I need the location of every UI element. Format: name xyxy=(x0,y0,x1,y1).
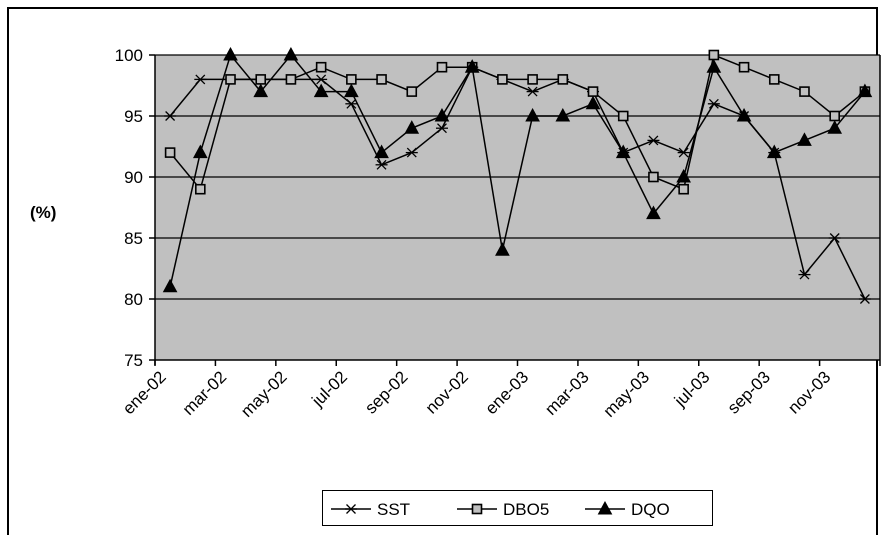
y-tick-label: 100 xyxy=(115,46,143,65)
data-point-sst xyxy=(345,98,358,109)
legend-item-dqo: DQO xyxy=(585,500,670,519)
data-point-dbo5 xyxy=(617,110,629,122)
data-point-dbo5 xyxy=(678,183,689,195)
data-point-dqo xyxy=(676,168,691,183)
data-point-dbo5 xyxy=(164,147,176,158)
data-point-dqo xyxy=(736,107,752,122)
data-point-dbo5 xyxy=(497,74,508,85)
legend-items: SST DBO5 DQO xyxy=(331,500,670,519)
x-tick-labels: ene-02 mar-02 may-02 jul-02 sep-02 nov-02 ene-… xyxy=(119,367,834,421)
data-point-dbo5 xyxy=(225,74,236,85)
data-point-dbo5 xyxy=(285,74,297,85)
y-tick-label: 80 xyxy=(124,290,143,309)
data-point-dqo xyxy=(857,83,873,98)
x-tick-label: jul-02 xyxy=(308,367,352,411)
x-tick-label: may-03 xyxy=(600,367,654,421)
data-point-dqo xyxy=(646,205,661,220)
data-point-dbo5 xyxy=(195,183,206,195)
data-point-dqo xyxy=(404,120,420,134)
data-point-dbo5 xyxy=(738,61,750,73)
legend: SST DBO5 DQO xyxy=(322,490,713,526)
data-point-sst xyxy=(798,269,811,280)
data-point-sst xyxy=(375,159,388,170)
legend-marker-dbo5 xyxy=(471,503,483,515)
data-point-dqo xyxy=(192,144,208,159)
legend-marker-dqo xyxy=(597,500,613,515)
data-point-dbo5 xyxy=(557,74,569,85)
y-axis-label: (%) xyxy=(30,203,56,222)
data-point-dqo xyxy=(374,144,389,159)
data-point-dqo xyxy=(434,107,450,122)
data-point-sst xyxy=(858,294,871,304)
x-tick-label: mar-03 xyxy=(541,367,593,419)
plot-area xyxy=(155,55,880,360)
data-point-sst xyxy=(677,147,690,158)
x-tick-label: jul-03 xyxy=(670,367,714,411)
data-point-dqo xyxy=(223,46,238,61)
x-tick-label: sep-03 xyxy=(724,367,774,417)
x-tick-label: mar-02 xyxy=(179,367,231,419)
y-tick-label: 95 xyxy=(124,107,143,126)
data-point-sst xyxy=(647,135,660,146)
data-point-dbo5 xyxy=(436,61,448,73)
legend-label-sst: SST xyxy=(377,500,410,519)
grid-lines xyxy=(155,54,880,300)
y-tick-label: 85 xyxy=(124,229,143,248)
data-point-dbo5 xyxy=(315,61,327,73)
series-dqo xyxy=(162,46,873,293)
data-point-dbo5 xyxy=(376,74,387,85)
axes xyxy=(149,54,881,366)
data-point-sst xyxy=(828,233,841,243)
data-point-dqo xyxy=(525,107,540,122)
x-tick-label: may-02 xyxy=(237,367,291,421)
data-point-dqo xyxy=(253,83,269,98)
y-tick-labels: 75 80 85 90 95 100 xyxy=(115,46,143,370)
data-point-dbo5 xyxy=(799,86,810,97)
data-point-dbo5 xyxy=(708,49,720,61)
data-point-dqo xyxy=(464,59,480,73)
data-point-dqo xyxy=(495,242,510,256)
x-tick-label: nov-02 xyxy=(422,367,472,417)
x-tick-label: sep-02 xyxy=(361,367,411,417)
data-point-dqo xyxy=(344,83,359,98)
data-point-dbo5 xyxy=(587,86,599,97)
data-point-dqo xyxy=(585,95,601,110)
x-tick-label: ene-03 xyxy=(481,367,532,418)
data-point-dqo xyxy=(555,107,571,122)
data-point-dbo5 xyxy=(648,171,659,183)
data-point-dqo xyxy=(706,59,722,73)
data-point-dbo5 xyxy=(829,110,840,122)
data-point-dqo xyxy=(797,132,812,146)
data-point-dqo xyxy=(162,278,178,293)
legend-item-sst: SST xyxy=(331,500,410,519)
x-tick-label: ene-02 xyxy=(119,367,170,418)
data-point-dqo xyxy=(827,120,843,134)
data-point-sst xyxy=(315,74,328,85)
data-point-dqo xyxy=(766,144,782,159)
legend-label-dqo: DQO xyxy=(631,500,670,519)
y-tick-label: 90 xyxy=(124,168,143,187)
legend-label-dbo5: DBO5 xyxy=(503,500,549,519)
data-point-dbo5 xyxy=(255,74,267,85)
data-point-sst xyxy=(526,86,539,97)
data-point-dbo5 xyxy=(406,86,418,97)
legend-marker-sst xyxy=(345,504,357,514)
data-point-sst xyxy=(707,98,720,109)
data-point-sst xyxy=(435,123,448,134)
x-tick-label: nov-03 xyxy=(784,367,834,417)
data-point-dbo5 xyxy=(527,74,538,85)
legend-item-dbo5: DBO5 xyxy=(457,500,549,519)
series-group xyxy=(162,46,873,304)
data-point-dbo5 xyxy=(346,74,357,85)
data-point-dqo xyxy=(313,83,329,98)
data-point-sst xyxy=(405,147,418,158)
data-point-dqo xyxy=(283,46,299,61)
series-line-dqo xyxy=(169,53,866,287)
data-point-dbo5 xyxy=(768,74,780,85)
data-point-sst xyxy=(164,111,177,121)
data-point-sst xyxy=(194,74,207,85)
data-point-dqo xyxy=(615,144,631,159)
y-tick-label: 75 xyxy=(124,351,143,370)
